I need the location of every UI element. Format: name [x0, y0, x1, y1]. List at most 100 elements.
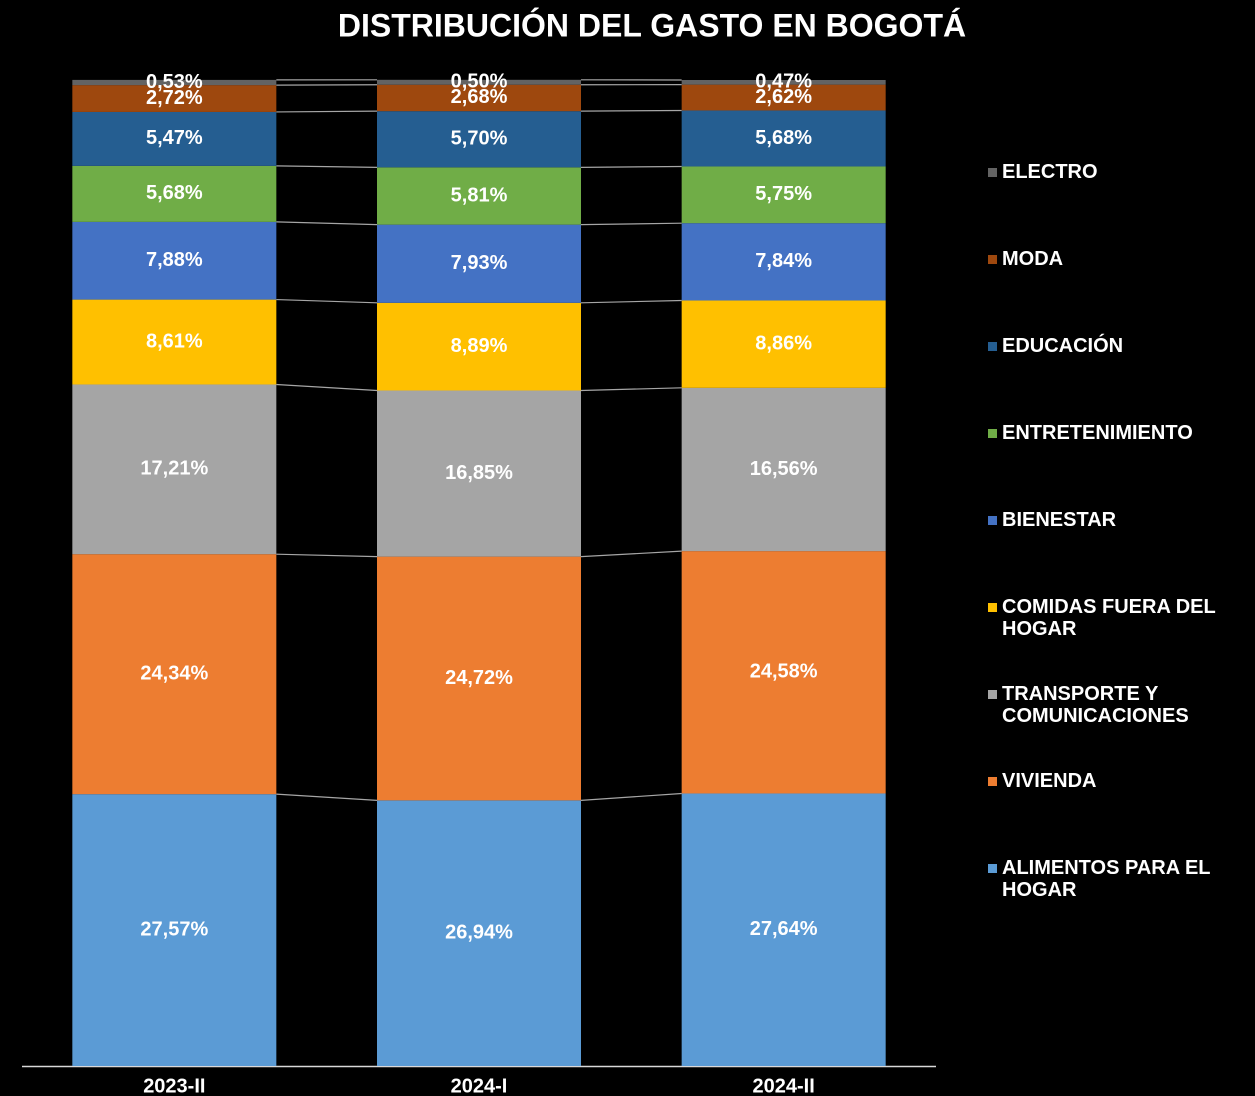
- bar-segment: [377, 390, 581, 557]
- data-label: 27,64%: [750, 918, 818, 940]
- legend-item: VIVIENDA: [988, 770, 1243, 792]
- legend-item: ELECTRO: [988, 161, 1243, 183]
- series-line: [580, 792, 682, 801]
- bar-segment: [681, 793, 886, 1066]
- data-label: 8,89%: [451, 335, 508, 357]
- data-label: 0,50%: [451, 71, 508, 93]
- bar-segment: [72, 794, 277, 1066]
- series-line: [276, 553, 378, 558]
- bar-segment: [72, 221, 277, 300]
- data-label: 2,72%: [146, 87, 203, 109]
- bar-segment: [72, 111, 277, 166]
- data-label: 2,62%: [755, 86, 812, 108]
- bar-segment: [72, 384, 277, 555]
- legend-item: ALIMENTOS PARA EL HOGAR: [988, 857, 1243, 901]
- data-label: 5,47%: [146, 127, 203, 149]
- data-label: 7,88%: [146, 249, 203, 271]
- legend-label: ELECTRO: [1002, 161, 1098, 183]
- series-line: [276, 298, 378, 304]
- legend-item: ENTRETENIMIENTO: [988, 422, 1243, 444]
- data-label: 5,81%: [451, 184, 508, 206]
- legend-item: TRANSPORTE Y COMUNICACIONES: [988, 683, 1243, 727]
- bar-segment: [681, 166, 886, 224]
- bar-segment: [681, 110, 886, 167]
- data-label: 8,86%: [755, 332, 812, 354]
- bar-segment: [72, 165, 277, 222]
- bar-segment: [681, 223, 886, 301]
- data-label: 7,93%: [451, 252, 508, 274]
- series-line: [276, 793, 378, 801]
- legend-label: EDUCACIÓN: [1002, 335, 1124, 357]
- legend-label: COMIDAS FUERA DEL HOGAR: [1002, 596, 1216, 640]
- legend-swatch: [988, 603, 997, 612]
- legend-label: TRANSPORTE Y COMUNICACIONES: [1002, 683, 1189, 727]
- bar-segment: [681, 300, 886, 388]
- bar-segment: [377, 79, 581, 85]
- legend-label: ALIMENTOS PARA EL HOGAR: [1002, 857, 1211, 901]
- bar-segment: [377, 84, 581, 112]
- series-line: [276, 383, 378, 392]
- series-line: [580, 299, 682, 304]
- data-label: 5,75%: [755, 183, 812, 205]
- series-line: [276, 110, 378, 113]
- chart-title: DISTRIBUCIÓN DEL GASTO EN BOGOTÁ: [338, 7, 966, 43]
- legend-swatch: [988, 516, 997, 525]
- legend-item: COMIDAS FUERA DEL HOGAR: [988, 596, 1243, 640]
- series-line: [580, 550, 682, 558]
- data-label: 0,53%: [146, 71, 203, 93]
- x-tick-label: 2024-II: [753, 1075, 815, 1096]
- bar-segment: [72, 299, 277, 385]
- data-label: 5,68%: [146, 182, 203, 204]
- series-line: [580, 387, 682, 392]
- data-label: 0,47%: [755, 71, 812, 93]
- legend-label: VIVIENDA: [1002, 770, 1097, 792]
- legend-swatch: [988, 255, 997, 264]
- legend-swatch: [988, 168, 997, 177]
- data-label: 24,58%: [750, 661, 818, 683]
- bar-segment: [681, 80, 886, 85]
- legend-swatch: [988, 342, 997, 351]
- series-line: [580, 109, 682, 112]
- data-label: 5,70%: [451, 128, 508, 150]
- data-label: 24,34%: [140, 662, 208, 684]
- data-label: 5,68%: [755, 127, 812, 149]
- legend-swatch: [988, 777, 997, 786]
- bar-segment: [681, 84, 886, 111]
- data-label: 2,68%: [451, 86, 508, 108]
- data-label: 16,56%: [750, 458, 818, 480]
- bar-segment: [377, 167, 581, 225]
- bar-segment: [72, 554, 277, 795]
- bar-segment: [377, 111, 581, 168]
- bar-segment: [377, 800, 581, 1066]
- bar-segment: [681, 387, 886, 552]
- bar-segment: [72, 85, 277, 112]
- bar-segment: [377, 224, 581, 303]
- legend-swatch: [988, 690, 997, 699]
- bar-segment: [72, 79, 277, 86]
- data-label: 27,57%: [140, 918, 208, 940]
- legend-label: MODA: [1002, 248, 1064, 270]
- series-line: [580, 222, 682, 226]
- x-tick-label: 2024-I: [451, 1075, 508, 1096]
- data-label: 7,84%: [755, 250, 812, 272]
- data-label: 16,85%: [445, 462, 513, 484]
- data-label: 8,61%: [146, 330, 203, 352]
- bar-segment: [681, 551, 886, 794]
- legend-swatch: [988, 864, 997, 873]
- legend-item: BIENESTAR: [988, 509, 1243, 531]
- x-tick-label: 2023-II: [143, 1075, 205, 1096]
- bar-segment: [377, 302, 581, 391]
- series-line: [276, 221, 378, 226]
- data-label: 17,21%: [140, 458, 208, 480]
- series-line: [580, 165, 682, 168]
- data-label: 24,72%: [445, 667, 513, 689]
- legend-label: BIENESTAR: [1002, 509, 1117, 531]
- bar-segment: [377, 556, 581, 801]
- legend-swatch: [988, 429, 997, 438]
- legend-label: ENTRETENIMIENTO: [1002, 422, 1193, 444]
- series-line: [276, 165, 378, 168]
- data-label: 26,94%: [445, 921, 513, 943]
- legend-item: MODA: [988, 248, 1243, 270]
